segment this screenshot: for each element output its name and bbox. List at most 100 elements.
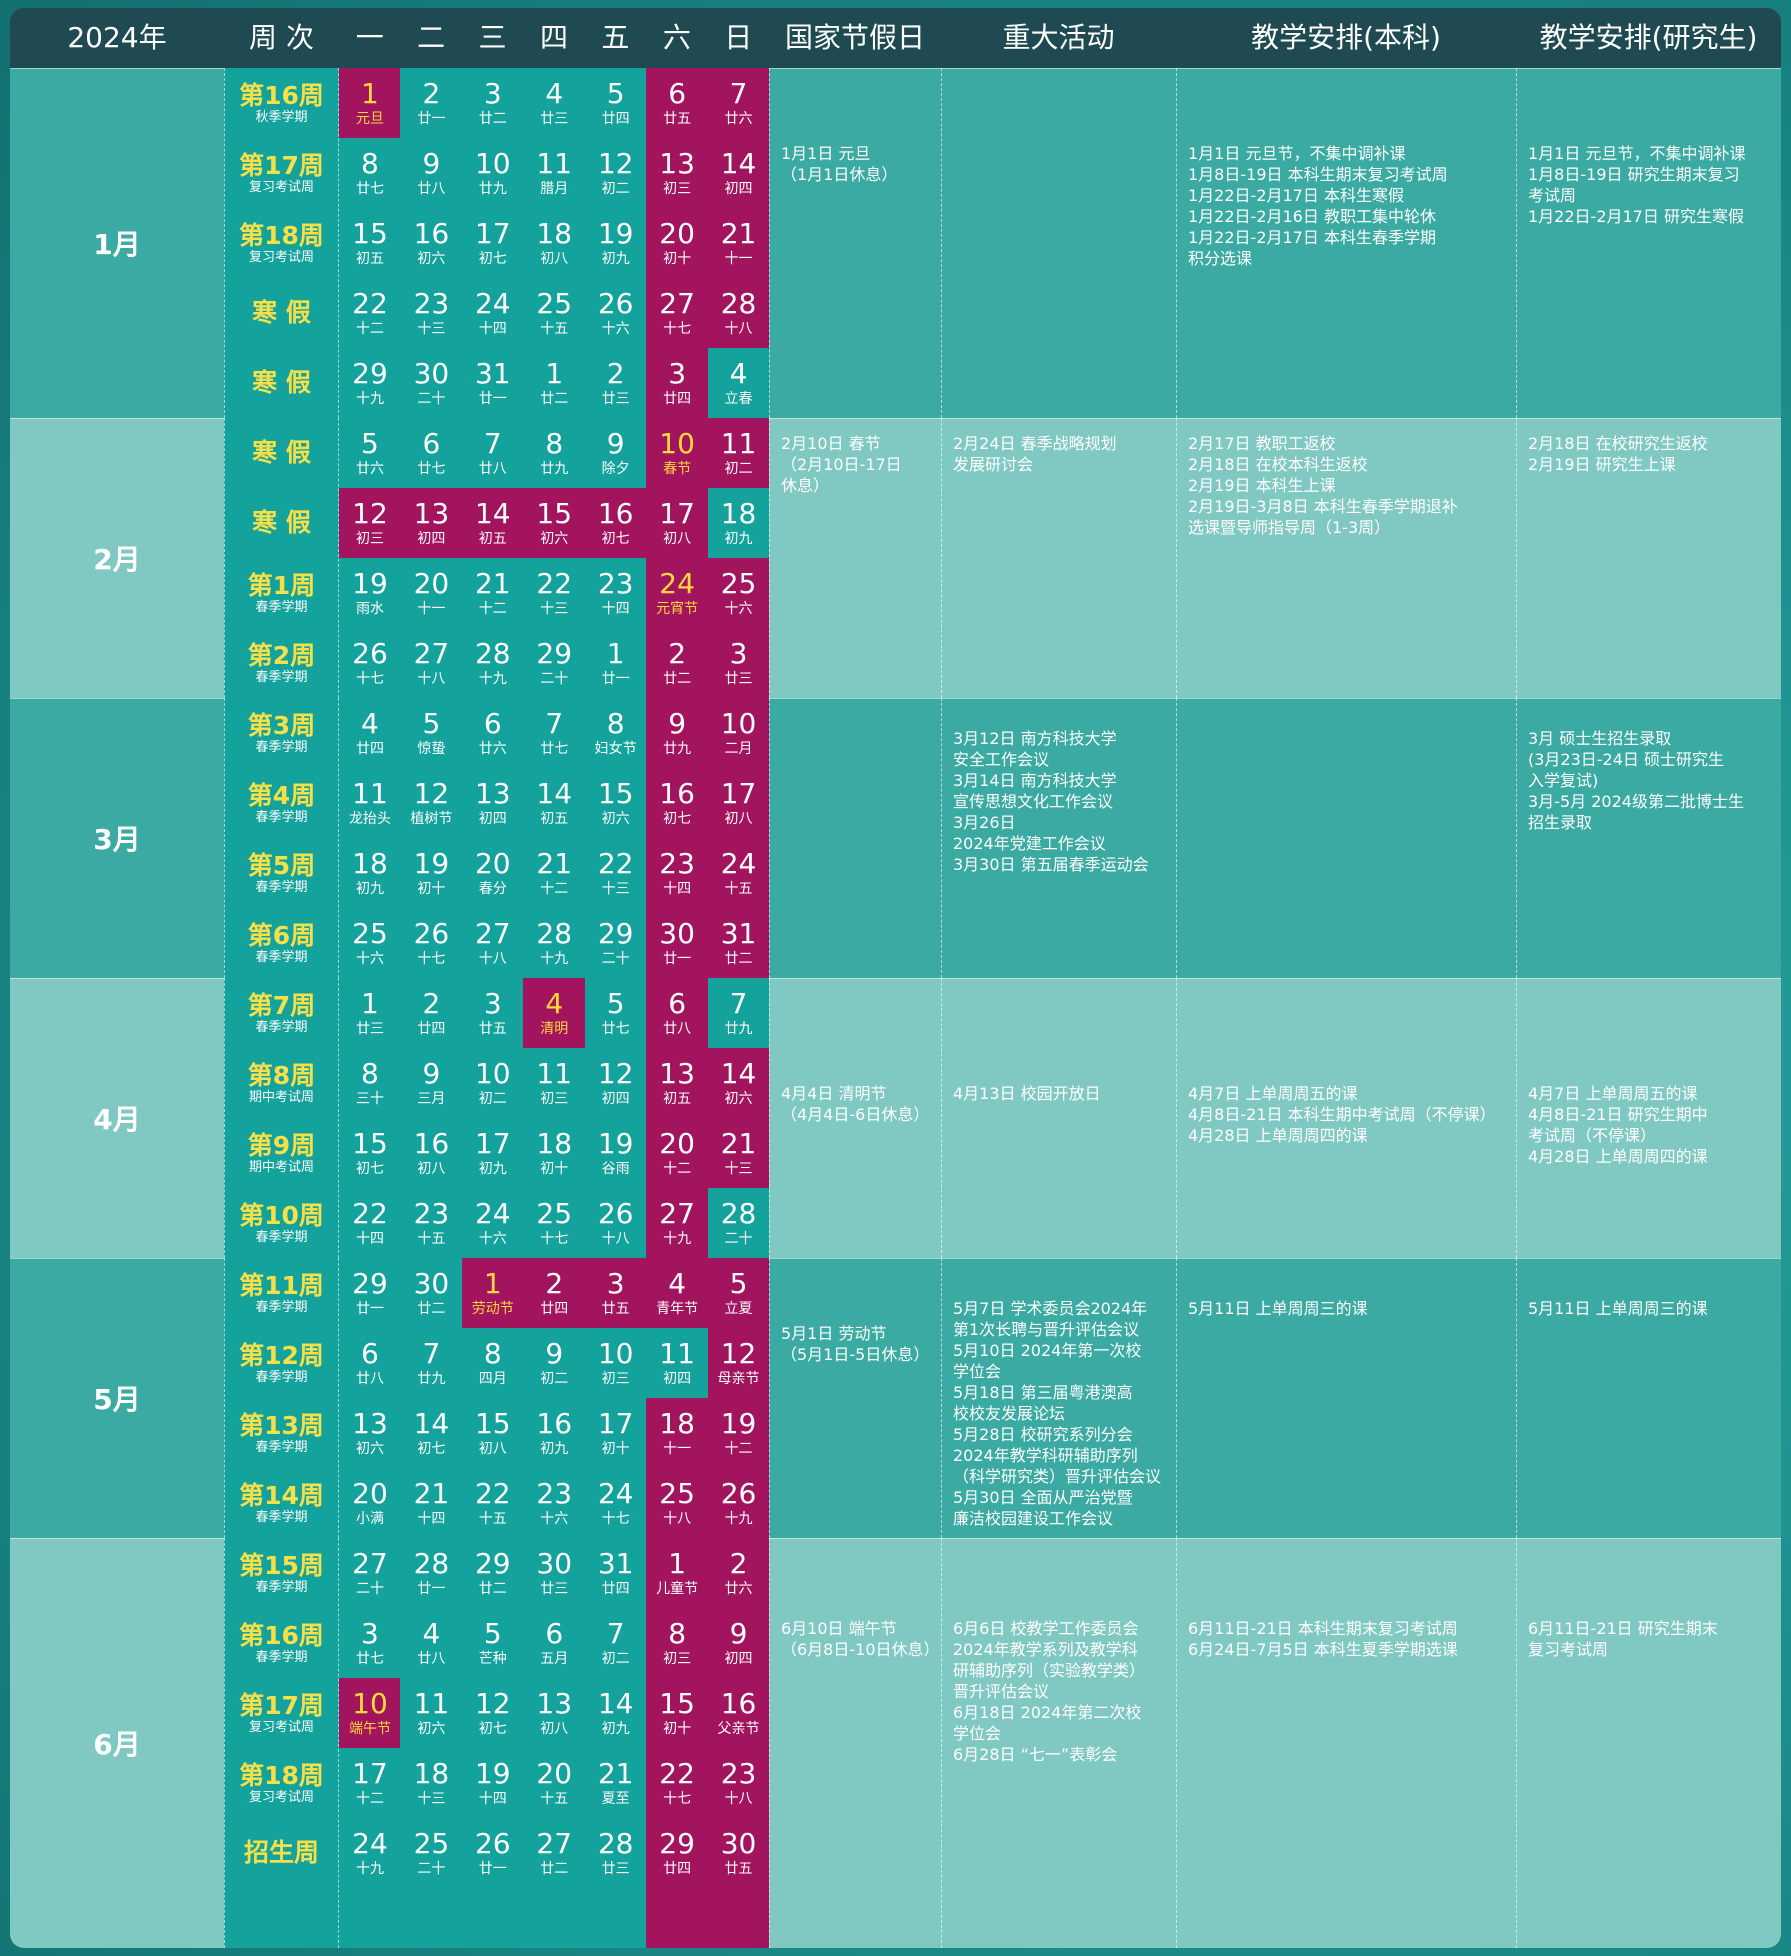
day-cell: 22 十四 xyxy=(339,1188,401,1258)
day-number: 3 xyxy=(483,77,502,110)
day-cell: 14 初九 xyxy=(584,1678,647,1748)
month-label: 6月 xyxy=(93,1728,141,1761)
day-number: 4 xyxy=(545,987,564,1020)
lunar-day: 廿六 xyxy=(724,111,753,127)
day-number: 7 xyxy=(422,1337,441,1370)
day-number: 12 xyxy=(597,1057,634,1090)
week-label: 第3周 春季学期 xyxy=(224,698,339,768)
header-cell: 国家节假日 xyxy=(784,21,925,54)
day-cell: 29 廿二 xyxy=(461,1538,524,1608)
day-cell: 19 十二 xyxy=(707,1398,770,1468)
day-cell: 13 初八 xyxy=(523,1678,586,1748)
lunar-day: 十二 xyxy=(355,1791,384,1807)
day-cell: 24 十六 xyxy=(461,1188,524,1258)
day-number: 27 xyxy=(659,1197,695,1230)
day-cell: 27 十八 xyxy=(461,908,524,978)
month-label: 3月 xyxy=(93,823,141,856)
day-cell: 19 雨水 xyxy=(339,558,401,628)
lunar-day: 廿四 xyxy=(601,111,630,127)
lunar-day: 十四 xyxy=(417,1511,446,1527)
lunar-day: 廿四 xyxy=(601,1581,630,1597)
day-number: 22 xyxy=(659,1757,695,1790)
lunar-day: 初六 xyxy=(355,1441,384,1457)
day-number: 9 xyxy=(545,1337,564,1370)
day-number: 20 xyxy=(536,1757,573,1790)
lunar-day: 除夕 xyxy=(601,461,630,477)
day-number: 4 xyxy=(729,357,748,390)
undergrad-note: 1月22日-2月17日 本科生寒假 xyxy=(1188,186,1404,205)
day-cell: 28 十九 xyxy=(461,628,524,698)
week-label: 寒 假 xyxy=(224,348,339,418)
day-cell: 13 初六 xyxy=(339,1398,401,1468)
day-cell: 2 廿四 xyxy=(400,978,463,1048)
lunar-day: 十四 xyxy=(478,1791,507,1807)
graduate-note: 4月28日 上单周周四的课 xyxy=(1528,1147,1708,1166)
day-cell: 1 廿一 xyxy=(584,628,647,698)
lunar-day: 初七 xyxy=(663,811,692,827)
day-number: 10 xyxy=(720,707,757,740)
day-cell: 30 二十 xyxy=(400,348,463,418)
graduate-note: 1月22日-2月17日 研究生寒假 xyxy=(1528,207,1744,226)
day-cell: 28 二十 xyxy=(707,1188,770,1258)
day-number: 20 xyxy=(352,1477,388,1510)
day-number: 22 xyxy=(352,287,388,320)
day-cell: 30 廿三 xyxy=(523,1538,586,1608)
day-cell: 1 儿童节 xyxy=(646,1538,709,1608)
week-name: 第18周 xyxy=(239,220,324,250)
day-number: 2 xyxy=(422,987,441,1020)
week-label: 第15周 春季学期 xyxy=(224,1538,339,1608)
day-cell: 30 廿一 xyxy=(646,908,709,978)
lunar-day: 二十 xyxy=(540,671,569,687)
day-number: 7 xyxy=(606,1617,625,1650)
undergrad-note: 选课暨导师指导周（1-3周） xyxy=(1188,518,1391,537)
lunar-day: 十八 xyxy=(601,1231,630,1247)
graduate-note: 招生录取 xyxy=(1528,813,1593,832)
day-number: 31 xyxy=(597,1547,634,1580)
week-name: 第8周 xyxy=(247,1060,316,1090)
lunar-day: 妇女节 xyxy=(594,741,637,757)
activity-note: 3月26日 xyxy=(953,813,1016,832)
week-name: 第6周 xyxy=(247,920,316,950)
week-label: 第14周 春季学期 xyxy=(224,1468,339,1538)
lunar-day: 十九 xyxy=(355,1861,384,1877)
day-cell: 6 廿七 xyxy=(400,418,463,488)
undergrad-note: 2月19日-3月8日 本科生春季学期退补 xyxy=(1188,497,1458,516)
day-cell: 10 初三 xyxy=(584,1328,647,1398)
day-cell: 1 劳动节 xyxy=(461,1258,524,1328)
day-number: 8 xyxy=(361,147,379,180)
day-number: 30 xyxy=(536,1547,573,1580)
day-cell: 2 廿二 xyxy=(646,628,709,698)
day-number: 5 xyxy=(483,1617,502,1650)
lunar-day: 初九 xyxy=(478,1161,507,1177)
lunar-day: 廿七 xyxy=(355,1651,384,1667)
lunar-day: 廿九 xyxy=(663,741,692,757)
column-divider xyxy=(941,1538,942,1948)
day-cell: 22 十五 xyxy=(461,1468,524,1538)
day-cell: 7 廿七 xyxy=(523,698,586,768)
activity-note: 6月28日 “七一”表彰会 xyxy=(953,1745,1118,1764)
graduate-note: 4月8日-21日 研究生期中 xyxy=(1528,1105,1708,1124)
lunar-day: 初八 xyxy=(540,1721,569,1737)
week-name: 第10周 xyxy=(239,1200,324,1230)
lunar-day: 十二 xyxy=(663,1161,692,1177)
lunar-day: 初二 xyxy=(601,181,630,197)
day-cell: 11 腊月 xyxy=(523,138,586,208)
day-number: 4 xyxy=(545,77,564,110)
graduate-note: 2月18日 在校研究生返校 xyxy=(1528,434,1708,453)
day-number: 2 xyxy=(729,1547,748,1580)
column-divider xyxy=(769,1538,770,1948)
activity-note: 2024年教学系列及教学科 xyxy=(953,1640,1138,1659)
graduate-note: 3月-5月 2024级第二批博士生 xyxy=(1528,792,1744,811)
week-name: 寒 假 xyxy=(252,298,311,327)
day-number: 11 xyxy=(413,1687,450,1720)
column-divider xyxy=(1176,68,1177,418)
lunar-day: 廿八 xyxy=(355,1371,384,1387)
day-number: 26 xyxy=(597,1197,634,1230)
day-number: 13 xyxy=(413,497,450,530)
header-cell: 五 xyxy=(601,21,630,54)
month-label: 5月 xyxy=(93,1383,141,1416)
day-cell: 13 初四 xyxy=(461,768,524,838)
day-cell: 6 廿八 xyxy=(646,978,709,1048)
lunar-day: 初四 xyxy=(663,1371,692,1387)
week-label: 寒 假 xyxy=(224,488,339,558)
